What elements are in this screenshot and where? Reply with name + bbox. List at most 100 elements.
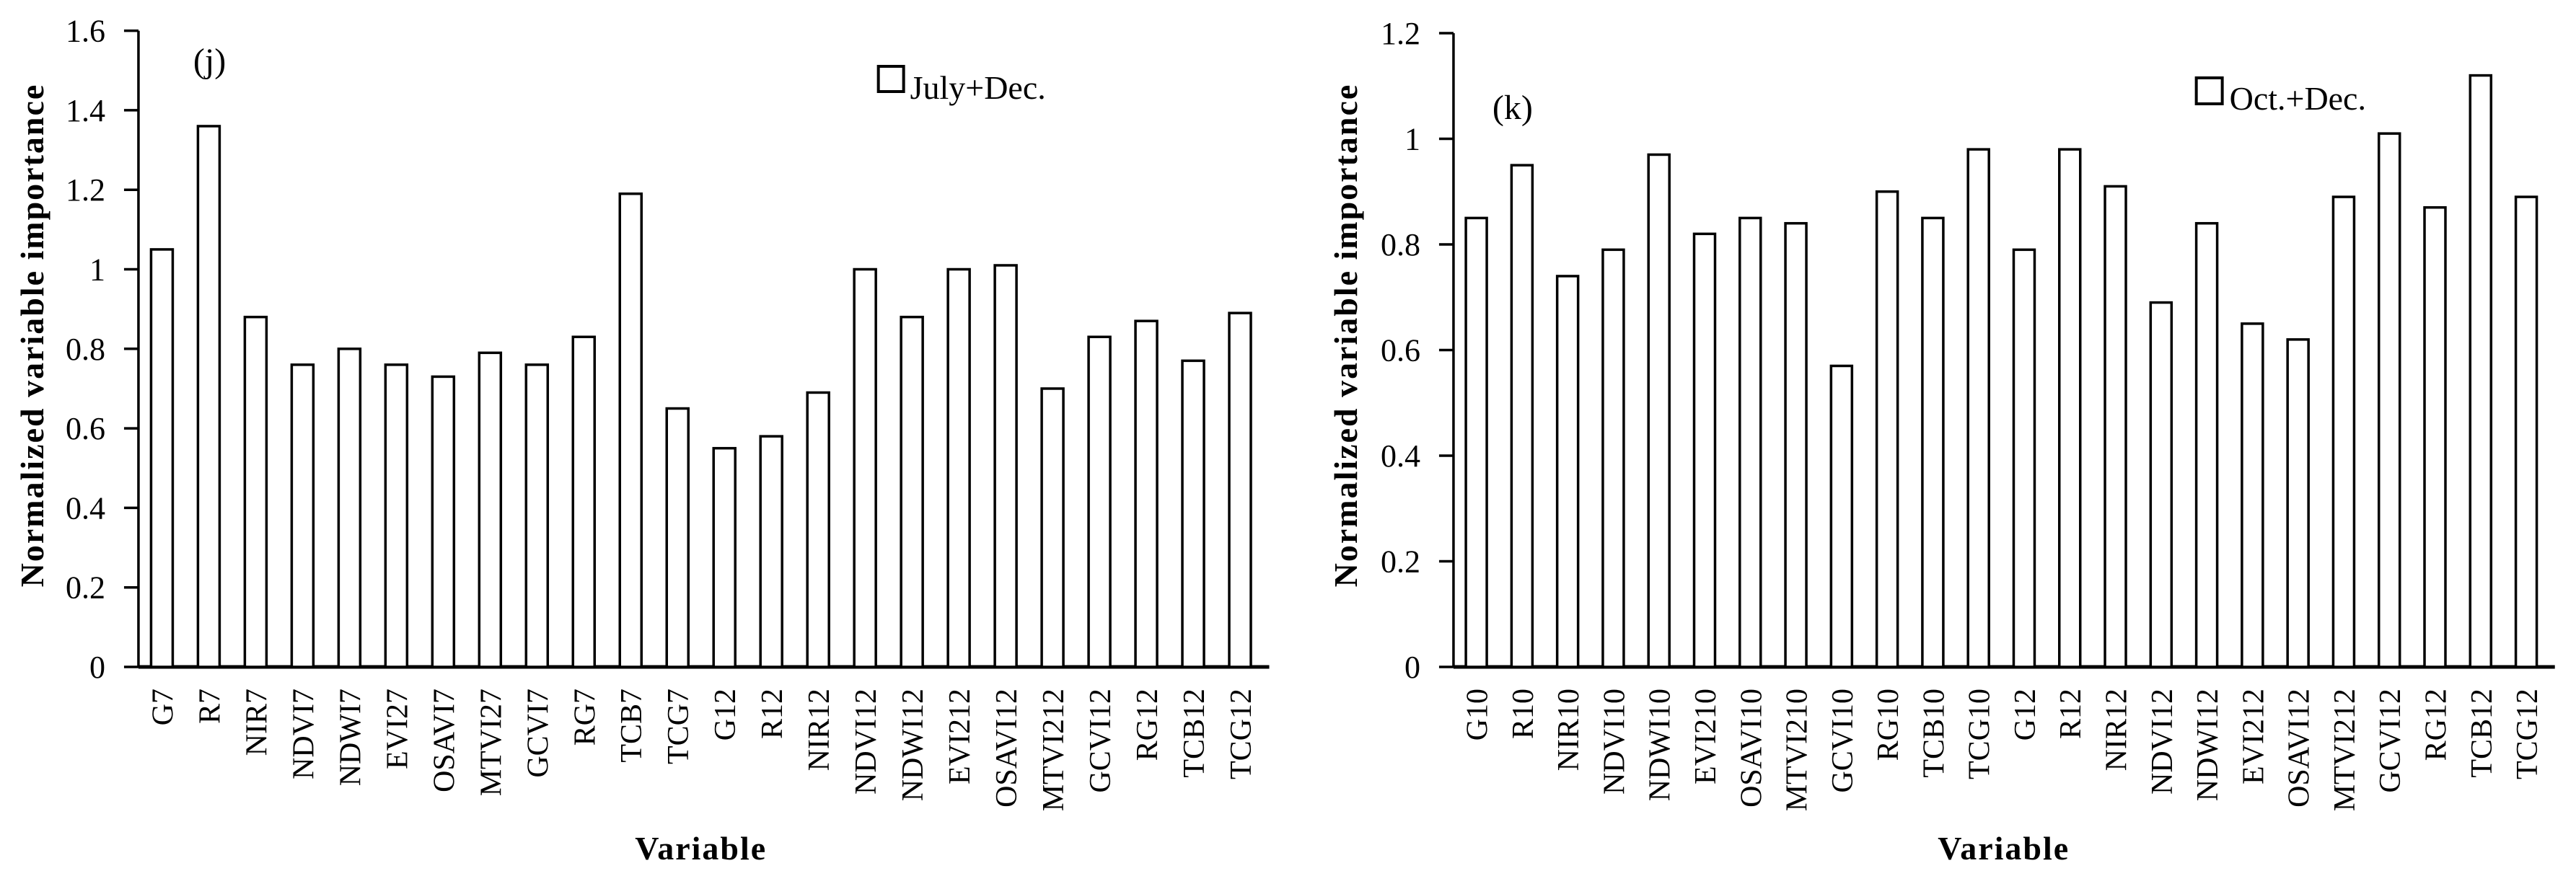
bar (2149, 301, 2173, 668)
plot-area: 0 0.2 0.4 0.6 0.8 1 1.2 1.4 1.6 G7 R7 NIR7 NDVI7 NDWI… (66, 14, 1270, 811)
bar (806, 391, 830, 668)
bar (1134, 319, 1159, 668)
bar (571, 335, 597, 668)
bar (993, 264, 1018, 668)
bar (2514, 195, 2538, 668)
bar (1087, 335, 1112, 668)
x-category-label: OSAVI10 (1735, 689, 1768, 808)
x-category-label: OSAVI7 (428, 689, 461, 792)
x-category-label: TCG7 (662, 689, 695, 764)
bar (2377, 132, 2401, 668)
x-category-label: OSAVI12 (990, 689, 1024, 808)
y-tick-label: 0 (1404, 650, 1420, 685)
bar (196, 125, 221, 668)
bar (524, 363, 550, 668)
x-category-label: R10 (1506, 689, 1539, 739)
x-category-label: R12 (2054, 689, 2088, 739)
x-category-label: NIR12 (803, 689, 836, 771)
x-category-label: NDWI10 (1643, 689, 1676, 801)
x-axis-title: Variable (635, 830, 767, 867)
bar (1464, 216, 1488, 668)
chart-panel-j: 0 0.2 0.4 0.6 0.8 1 1.2 1.4 1.6 G7 R7 NIR7 NDVI7 NDWI… (14, 14, 1270, 867)
x-category-label: NIR12 (2100, 689, 2133, 771)
bar (2012, 248, 2036, 668)
bar-chart-k: 0 0.2 0.4 0.6 0.8 1 1.2 G10 R10 NIR10 NDVI10 NDWI10… (1327, 16, 2555, 867)
bar (1966, 148, 1990, 668)
x-category-label: G7 (146, 689, 180, 725)
x-category-label: GCVI12 (2374, 689, 2407, 793)
legend-label: July+Dec. (910, 69, 1046, 106)
bar (2057, 148, 2081, 668)
x-category-label: MTVI27 (475, 689, 508, 796)
bar (478, 351, 503, 668)
y-tick-label: 0.2 (1380, 544, 1420, 579)
bar (1601, 248, 1625, 668)
x-category-label: GCVI12 (1084, 689, 1117, 793)
bar (1040, 387, 1065, 668)
x-category-label: TCG12 (1225, 689, 1258, 779)
y-tick-label: 0.2 (66, 570, 105, 606)
x-category-label: TCG10 (1963, 689, 1996, 779)
x-category-label: TCB12 (2465, 689, 2498, 778)
bar (431, 375, 456, 668)
x-category-label: TCB12 (1178, 689, 1211, 778)
x-category-label: EVI27 (381, 689, 414, 769)
bar (618, 192, 643, 668)
y-tick-label: 1.4 (66, 93, 105, 128)
x-category-label: GCVI7 (522, 689, 555, 778)
bar (337, 348, 362, 668)
x-category-label: EVI212 (2237, 689, 2270, 784)
x-category-label: NDWI12 (897, 689, 930, 801)
bar (1510, 164, 1534, 668)
bar (1228, 311, 1252, 668)
bar (1875, 190, 1899, 668)
y-tick-label: 1 (89, 252, 105, 287)
x-category-label: R12 (756, 689, 789, 739)
x-category-label: RG12 (1131, 689, 1164, 761)
x-category-label: NIR10 (1552, 689, 1586, 771)
bar (290, 363, 315, 668)
y-tick-label: 0 (89, 650, 105, 685)
x-category-label: GCVI10 (1826, 689, 1859, 793)
legend-label: Oct.+Dec. (2229, 80, 2365, 117)
x-category-label: EVI212 (944, 689, 977, 784)
bar (1738, 216, 1762, 668)
x-category-label: NIR7 (240, 689, 273, 756)
chart-panel-k: 0 0.2 0.4 0.6 0.8 1 1.2 G10 R10 NIR10 NDVI10 NDWI10… (1288, 0, 2576, 889)
x-category-label: OSAVI12 (2282, 689, 2316, 808)
y-tick-label: 1.2 (66, 172, 105, 208)
bar (759, 435, 783, 668)
bar (2331, 195, 2355, 668)
y-tick-label: 1 (1404, 121, 1420, 156)
x-category-label: NDVI7 (287, 689, 320, 779)
x-category-label: MTVI212 (2328, 689, 2361, 811)
plot-area: 0 0.2 0.4 0.6 0.8 1 1.2 G10 R10 NIR10 NDVI10 NDWI10… (1380, 16, 2555, 811)
x-category-label: NDWI7 (334, 689, 367, 786)
bar (1920, 216, 1945, 668)
bar (2422, 205, 2447, 668)
x-category-label: NDVI12 (2145, 689, 2179, 795)
bar (2194, 221, 2218, 668)
bar (665, 407, 690, 668)
legend-marker-icon (2194, 76, 2224, 105)
y-tick-label: 0.4 (66, 490, 105, 526)
y-tick-label: 0.6 (1380, 332, 1420, 368)
bar (243, 315, 268, 668)
y-axis-title: Normalized variable importance (1327, 84, 1363, 588)
x-category-label: EVI210 (1689, 689, 1722, 784)
x-category-label: MTVI212 (1037, 689, 1071, 811)
bar (1181, 359, 1205, 668)
x-category-label: G12 (2008, 689, 2041, 740)
bar (2103, 185, 2127, 668)
bar (853, 267, 877, 668)
legend: July+Dec. (876, 65, 1046, 106)
x-category-label: G12 (709, 689, 742, 740)
y-tick-label: 0.8 (1380, 227, 1420, 262)
y-axis-title: Normalized variable importance (14, 84, 50, 588)
y-tick-label: 0.6 (66, 411, 105, 446)
bar (946, 267, 971, 668)
bar (2285, 338, 2310, 668)
x-category-label: R7 (193, 689, 227, 724)
y-tick-label: 0.8 (66, 332, 105, 367)
